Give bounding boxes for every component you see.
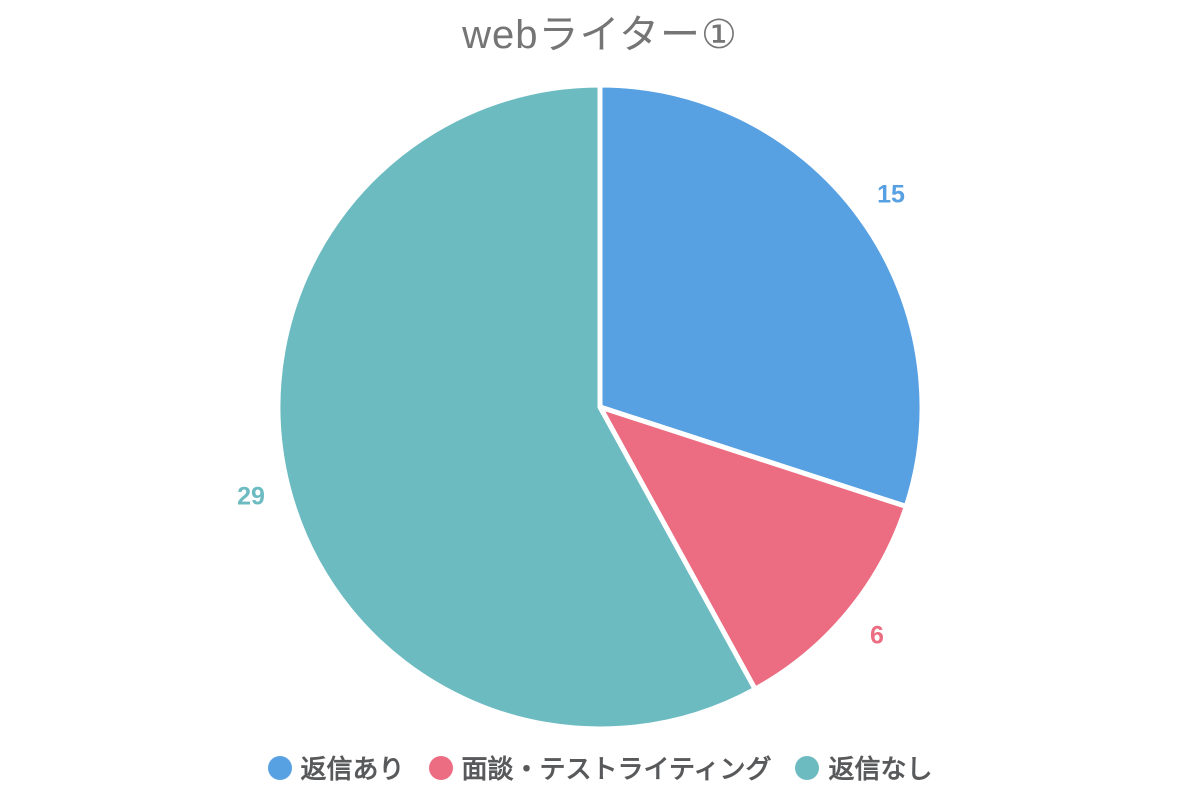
slice-value-label: 15	[877, 180, 905, 209]
pie-slice-2[interactable]	[275, 82, 758, 732]
chart-legend: 返信あり 面談・テストライティング 返信なし	[0, 749, 1200, 786]
slice-value-label: 6	[870, 621, 884, 650]
pie-slice-1[interactable]	[597, 404, 909, 692]
legend-label: 返信なし	[828, 754, 933, 784]
legend-item-2: 返信なし	[795, 749, 932, 786]
pie-slice-0[interactable]	[597, 82, 925, 509]
legend-label: 面談・テストライティング	[461, 754, 772, 784]
legend-label: 返信あり	[300, 754, 405, 784]
slice-value-label: 29	[237, 482, 265, 511]
legend-swatch-icon	[267, 755, 292, 780]
legend-swatch-icon	[428, 755, 453, 780]
legend-item-1: 面談・テストライティング	[428, 749, 772, 786]
chart-title: webライター①	[462, 13, 738, 57]
legend-swatch-icon	[795, 755, 820, 780]
legend-item-0: 返信あり	[267, 749, 405, 786]
